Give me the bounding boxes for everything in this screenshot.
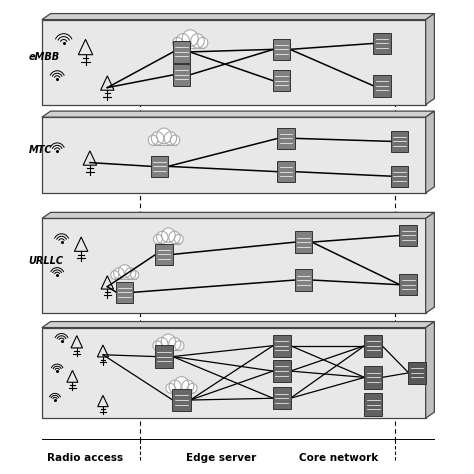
FancyBboxPatch shape xyxy=(151,155,168,177)
FancyBboxPatch shape xyxy=(152,138,176,145)
Circle shape xyxy=(169,380,181,393)
Circle shape xyxy=(174,376,189,392)
Text: MTC: MTC xyxy=(29,146,52,155)
FancyBboxPatch shape xyxy=(277,128,295,149)
FancyBboxPatch shape xyxy=(273,360,291,382)
FancyBboxPatch shape xyxy=(273,387,291,410)
Polygon shape xyxy=(426,321,434,418)
FancyBboxPatch shape xyxy=(295,231,312,253)
FancyBboxPatch shape xyxy=(400,225,417,246)
Circle shape xyxy=(176,34,190,48)
FancyBboxPatch shape xyxy=(408,362,426,383)
Polygon shape xyxy=(426,14,434,105)
FancyBboxPatch shape xyxy=(374,75,391,97)
Circle shape xyxy=(161,334,175,349)
Circle shape xyxy=(174,234,183,244)
FancyBboxPatch shape xyxy=(364,335,383,357)
FancyBboxPatch shape xyxy=(391,165,408,187)
Polygon shape xyxy=(426,212,434,313)
Circle shape xyxy=(156,128,172,144)
Text: URLLC: URLLC xyxy=(29,256,64,266)
FancyBboxPatch shape xyxy=(114,273,136,279)
FancyBboxPatch shape xyxy=(400,274,417,295)
Polygon shape xyxy=(42,328,426,418)
FancyBboxPatch shape xyxy=(277,161,295,182)
Polygon shape xyxy=(42,111,434,117)
FancyBboxPatch shape xyxy=(364,393,383,416)
Polygon shape xyxy=(42,212,434,219)
Circle shape xyxy=(198,37,208,48)
Circle shape xyxy=(125,268,136,279)
Circle shape xyxy=(154,234,162,244)
Circle shape xyxy=(182,30,198,47)
Text: Edge server: Edge server xyxy=(185,453,256,463)
FancyBboxPatch shape xyxy=(273,70,291,91)
FancyBboxPatch shape xyxy=(157,237,180,244)
Circle shape xyxy=(191,34,204,48)
Circle shape xyxy=(169,231,180,244)
Polygon shape xyxy=(42,117,426,193)
Circle shape xyxy=(182,380,194,393)
Polygon shape xyxy=(42,321,434,328)
Polygon shape xyxy=(426,111,434,193)
Polygon shape xyxy=(42,14,434,19)
Circle shape xyxy=(151,132,164,145)
Circle shape xyxy=(173,37,183,48)
FancyBboxPatch shape xyxy=(155,244,173,265)
FancyBboxPatch shape xyxy=(176,41,204,48)
FancyBboxPatch shape xyxy=(116,282,134,303)
Circle shape xyxy=(111,271,119,279)
Text: Core network: Core network xyxy=(299,453,378,463)
Circle shape xyxy=(153,341,162,350)
Circle shape xyxy=(156,337,168,350)
FancyBboxPatch shape xyxy=(173,64,190,85)
Text: eMBB: eMBB xyxy=(29,53,60,63)
Circle shape xyxy=(162,228,175,242)
FancyBboxPatch shape xyxy=(273,335,291,357)
Circle shape xyxy=(114,268,124,279)
Circle shape xyxy=(166,383,175,393)
FancyBboxPatch shape xyxy=(295,269,312,291)
Text: Radio access: Radio access xyxy=(47,453,124,463)
Circle shape xyxy=(170,135,180,145)
Polygon shape xyxy=(42,19,426,105)
Circle shape xyxy=(175,341,184,350)
FancyBboxPatch shape xyxy=(173,41,190,63)
Circle shape xyxy=(169,337,181,350)
FancyBboxPatch shape xyxy=(364,366,383,389)
Polygon shape xyxy=(42,219,426,313)
FancyBboxPatch shape xyxy=(156,344,180,350)
Circle shape xyxy=(156,231,168,244)
Circle shape xyxy=(164,132,177,145)
FancyBboxPatch shape xyxy=(172,389,191,411)
Circle shape xyxy=(131,271,139,279)
Circle shape xyxy=(188,383,197,393)
FancyBboxPatch shape xyxy=(391,131,408,152)
FancyBboxPatch shape xyxy=(155,346,173,368)
FancyBboxPatch shape xyxy=(273,39,291,60)
FancyBboxPatch shape xyxy=(374,33,391,54)
FancyBboxPatch shape xyxy=(170,386,193,393)
Circle shape xyxy=(118,264,131,278)
Circle shape xyxy=(148,135,158,145)
